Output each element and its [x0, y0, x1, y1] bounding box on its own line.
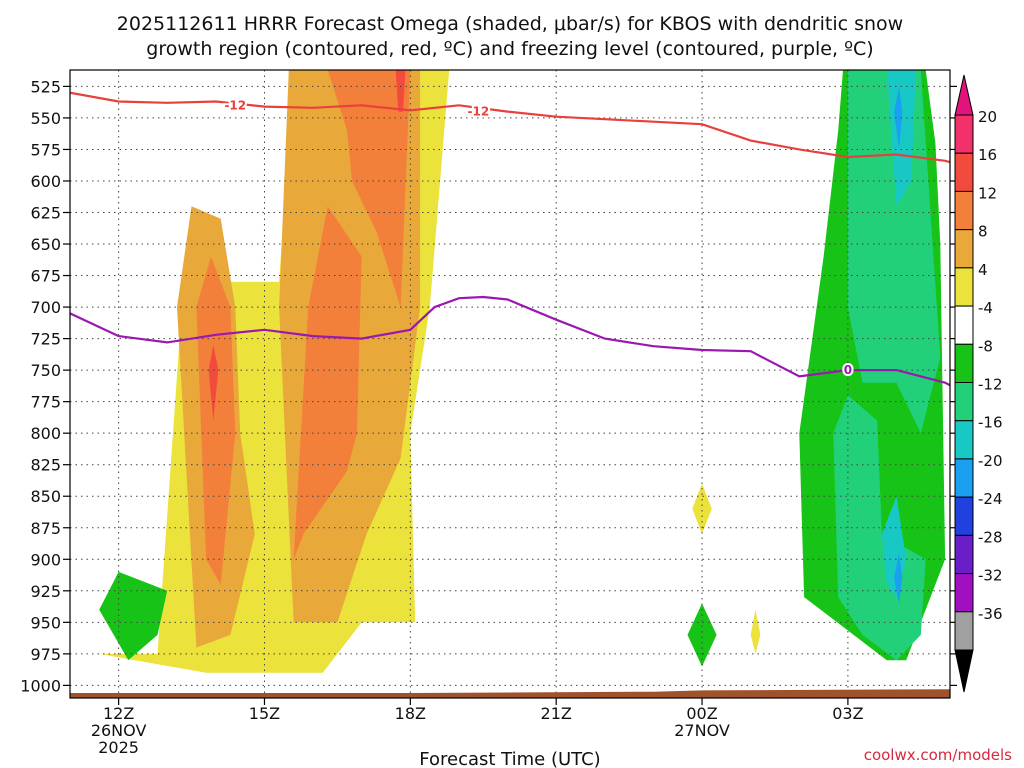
y-tick-label-1000: 1000: [20, 676, 61, 695]
colorbar-label-6: -8: [978, 337, 993, 355]
colorbar-label-5: -4: [978, 299, 993, 317]
x-tick-label-12Z: 12Z: [103, 704, 134, 723]
downward-motion-cyan-0: [886, 70, 916, 207]
downward-motion-blue-1: [894, 553, 903, 604]
contour-label-1-0: 0: [844, 363, 852, 377]
terrain: [70, 689, 950, 698]
upward-motion-orange-0: [196, 256, 236, 585]
y-tick-label-775: 775: [30, 393, 61, 412]
x-tick-year-12Z: 2025: [98, 738, 139, 757]
x-tick-label-00Z: 00Z: [686, 704, 717, 723]
y-tick-label-850: 850: [30, 487, 61, 506]
x-tick-label-03Z: 03Z: [832, 704, 863, 723]
x-tick-date-12Z: 26NOV: [91, 721, 147, 740]
y-axis: 525 550 575 600 625 650 675 700 725 750 775 800 825 8…: [20, 77, 957, 695]
y-tick-label-725: 725: [30, 330, 61, 349]
weak-updraft-yellow-small-1: [750, 609, 761, 654]
y-tick-label-600: 600: [30, 172, 61, 191]
colorbar-swatch-11: [954, 534, 974, 575]
contour-label-0-0: -12: [224, 98, 246, 112]
colorbar-label-8: -16: [978, 414, 1003, 432]
downward-motion-green-1: [687, 603, 717, 667]
y-tick-label-975: 975: [30, 645, 61, 664]
x-tick-label-15Z: 15Z: [249, 704, 280, 723]
colorbar-swatch-1: [954, 152, 974, 192]
colorbar-top-arrow: [954, 74, 974, 116]
chart-title-line2: growth region (contoured, red, ºC) and f…: [146, 38, 873, 60]
x-axis-label: Forecast Time (UTC): [419, 749, 600, 768]
upward-motion-red-0: [208, 344, 219, 421]
x-tick-label-21Z: 21Z: [541, 704, 572, 723]
contour-lines: -12 -12 0: [70, 91, 950, 387]
colorbar-swatch-7: [954, 382, 974, 422]
y-tick-label-625: 625: [30, 203, 61, 222]
colorbar-label-11: -28: [978, 528, 1003, 546]
colorbar: 20 16 12 8 4 -4 -8 -12 -16 -20 -24 -28 -32 -36: [954, 74, 1003, 693]
y-tick-label-925: 925: [30, 582, 61, 601]
y-tick-label-950: 950: [30, 613, 61, 632]
colorbar-swatch-12: [954, 573, 974, 613]
colorbar-label-10: -24: [978, 490, 1003, 508]
colorbar-swatch-6: [954, 343, 974, 383]
terrain-fill: [70, 689, 950, 698]
x-tick-label-18Z: 18Z: [395, 704, 426, 723]
y-tick-label-825: 825: [30, 456, 61, 475]
colorbar-label-12: -32: [978, 567, 1003, 585]
colorbar-swatch-3: [954, 229, 974, 269]
upward-motion-orange-1: [293, 206, 362, 560]
colorbar-label-4: 4: [978, 261, 988, 279]
downward-motion-teal-0: [847, 70, 941, 434]
colorbar-label-9: -20: [978, 452, 1003, 470]
colorbar-label-13: -36: [978, 605, 1003, 623]
y-tick-label-700: 700: [30, 298, 61, 317]
upward-motion-orange-2: [327, 70, 411, 308]
colorbar-swatch-4: [954, 267, 974, 307]
colorbar-swatch-13: [954, 611, 974, 651]
plot-frame: [69, 69, 951, 699]
credit-link[interactable]: coolwx.com/models: [864, 746, 1012, 764]
y-tick-label-900: 900: [30, 550, 61, 569]
colorbar-label-1: 16: [978, 146, 997, 164]
upward-motion-red-1: [395, 70, 406, 112]
colorbar-swatch-10: [954, 496, 974, 536]
colorbar-swatch-2: [954, 190, 974, 231]
contour-label-0-1: -12: [468, 105, 490, 119]
colorbar-swatch-9: [954, 458, 974, 498]
colorbar-label-0: 20: [978, 108, 997, 126]
colorbar-label-3: 8: [978, 223, 988, 241]
chart-title-line1: 2025112611 HRRR Forecast Omega (shaded, …: [117, 13, 903, 35]
y-tick-label-800: 800: [30, 424, 61, 443]
colorbar-swatch-0: [954, 114, 974, 154]
colorbar-swatch-5: [954, 305, 974, 345]
downward-motion-green-0: [99, 571, 168, 661]
colorbar-swatch-8: [954, 420, 974, 460]
y-tick-label-650: 650: [30, 235, 61, 254]
colorbar-bottom-arrow: [954, 649, 974, 693]
downward-motion-blue-0: [894, 86, 903, 150]
grid-lines: [70, 70, 950, 698]
colorbar-label-7: -12: [978, 376, 1003, 394]
omega-shading: [99, 70, 946, 673]
y-tick-label-675: 675: [30, 267, 61, 286]
y-tick-label-875: 875: [30, 519, 61, 538]
contour-line-0: [70, 91, 950, 164]
x-tick-date-00Z: 27NOV: [674, 721, 730, 740]
y-tick-label-550: 550: [30, 109, 61, 128]
y-tick-label-750: 750: [30, 361, 61, 380]
y-tick-label-525: 525: [30, 77, 61, 96]
contour-line-1: [70, 295, 950, 387]
colorbar-label-2: 12: [978, 184, 997, 202]
y-tick-label-575: 575: [30, 140, 61, 159]
